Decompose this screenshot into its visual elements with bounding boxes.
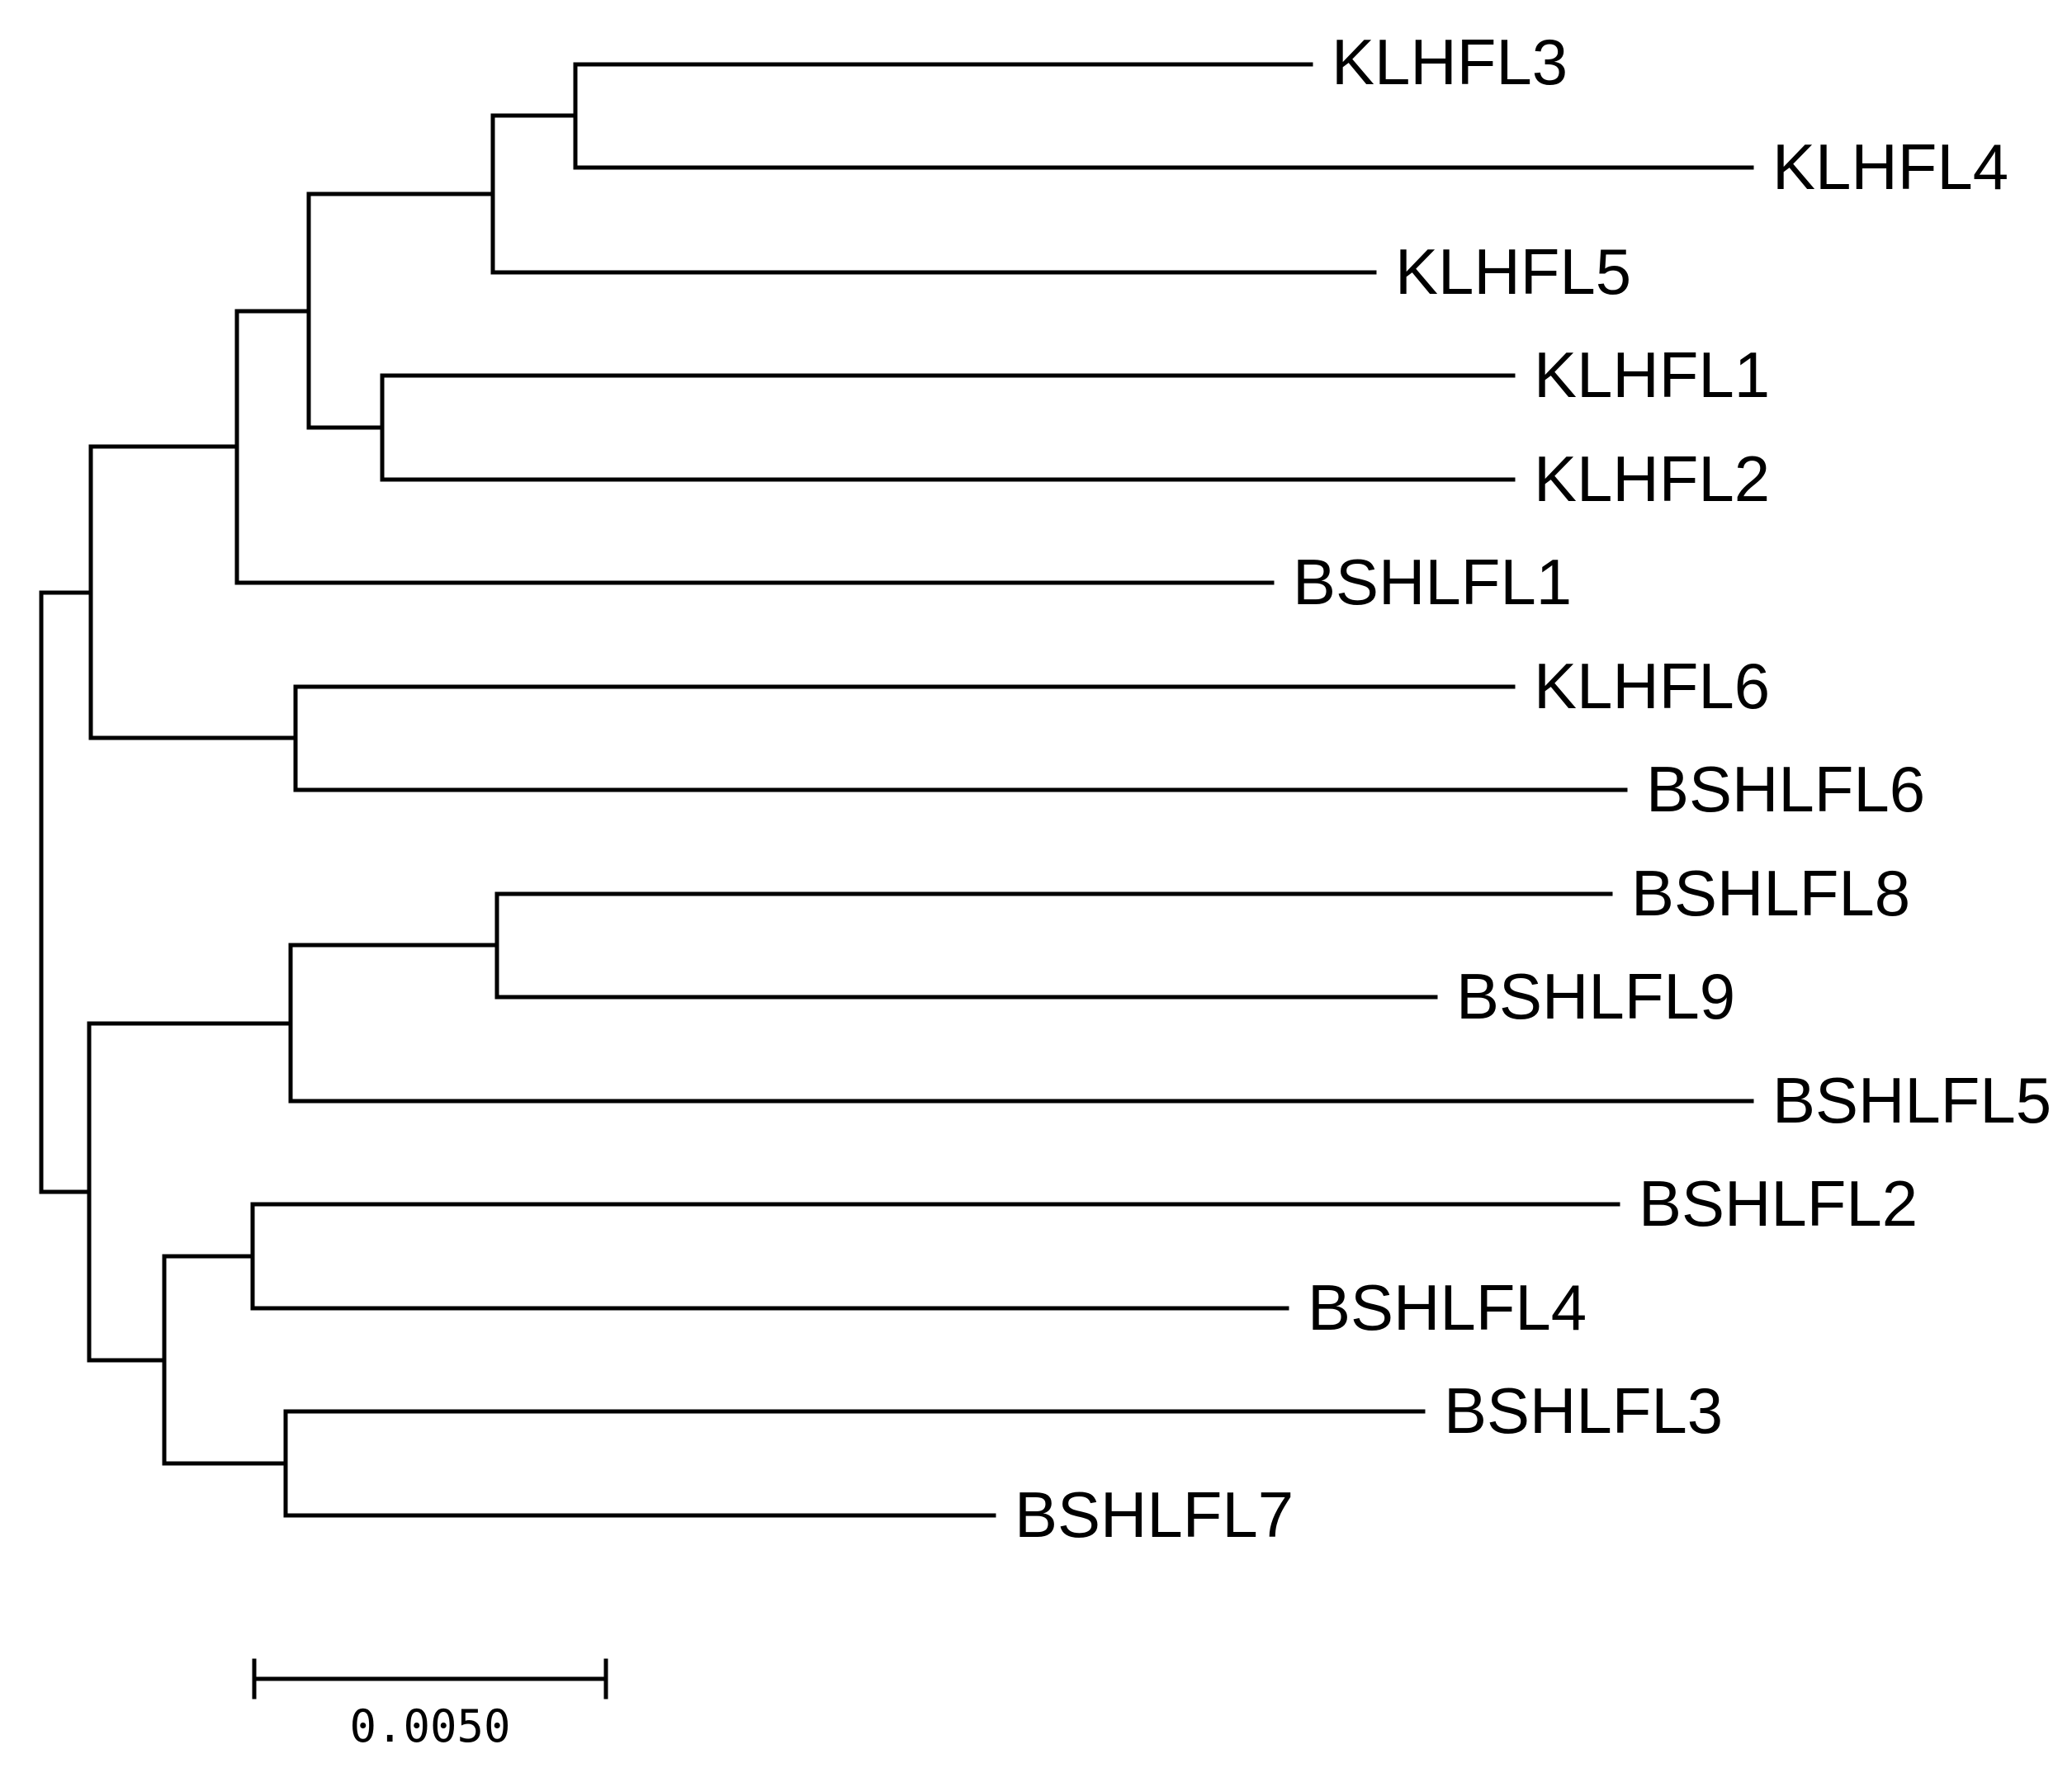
leaf-label-bshlfl8: BSHLFL8 <box>1631 857 1910 929</box>
leaf-labels: KLHFL3 KLHFL4 KLHFL5 KLHFL1 KLHFL2 BSHLF… <box>1015 26 2051 1551</box>
leaf-label-klhfl6: KLHFL6 <box>1534 650 1770 722</box>
leaf-label-bshlfl4: BSHLFL4 <box>1308 1271 1587 1344</box>
leaf-label-bshlfl9: BSHLFL9 <box>1456 960 1735 1033</box>
tree-branches <box>39 62 1754 1518</box>
leaf-label-klhfl2: KLHFL2 <box>1534 442 1770 515</box>
scale-bar-label: 0.0050 <box>349 1700 510 1752</box>
leaf-label-bshlfl2: BSHLFL2 <box>1639 1167 1918 1240</box>
leaf-label-bshlfl3: BSHLFL3 <box>1444 1374 1723 1447</box>
leaf-label-klhfl1: KLHFL1 <box>1534 338 1770 411</box>
scale-bar: 0.0050 <box>252 1658 608 1752</box>
leaf-label-bshlfl6: BSHLFL6 <box>1646 753 1925 825</box>
leaf-label-klhfl3: KLHFL3 <box>1332 26 1568 98</box>
leaf-label-bshlfl1: BSHLFL1 <box>1293 546 1572 618</box>
leaf-label-bshlfl7: BSHLFL7 <box>1015 1478 1294 1551</box>
leaf-label-klhfl4: KLHFL4 <box>1772 130 2008 203</box>
leaf-label-bshlfl5: BSHLFL5 <box>1772 1064 2051 1137</box>
leaf-label-klhfl5: KLHFL5 <box>1395 235 1631 308</box>
